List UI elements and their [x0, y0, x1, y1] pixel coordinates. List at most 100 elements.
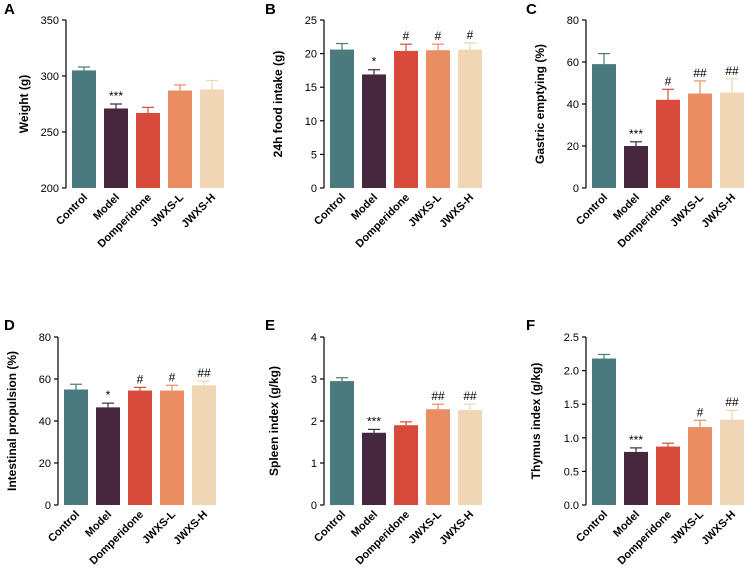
bar-control [592, 64, 616, 188]
significance-mark: *** [109, 89, 123, 103]
y-tick-label: 200 [41, 183, 59, 195]
bar-domperidone [128, 390, 152, 505]
panel-letter: F [526, 317, 535, 334]
y-tick-label: 0 [45, 500, 51, 512]
bar-model [104, 108, 128, 188]
bar-control [592, 358, 616, 505]
bar-control [64, 389, 88, 505]
y-tick-label: 1 [311, 458, 317, 470]
bar-domperidone [136, 112, 160, 188]
y-tick-label: 5 [311, 149, 317, 161]
bar-jwxs-h [720, 419, 744, 505]
x-category-label: JWXS-H [179, 192, 218, 231]
bar-jwxs-h [458, 410, 482, 505]
y-tick-label: 60 [39, 374, 51, 386]
significance-mark: ## [431, 389, 445, 403]
bar-model [362, 432, 386, 505]
panel-letter: A [4, 1, 15, 18]
x-category-label: JWXS-H [699, 192, 738, 231]
bar-jwxs-h [200, 89, 224, 188]
y-tick-label: 300 [41, 71, 59, 83]
chart-panel-f: F 0.0 0.5 1.0 1.5 2.0 2.5 Thymus index (g/kg) Co… [526, 317, 744, 567]
bar-model [624, 146, 648, 188]
y-tick-label: 2.0 [564, 366, 579, 378]
bar-jwxs-h [720, 92, 744, 188]
significance-mark: *** [629, 127, 643, 141]
y-tick-label: 250 [41, 127, 59, 139]
bar-model [624, 451, 648, 505]
y-tick-label: 40 [39, 416, 51, 428]
y-tick-label: 2.5 [564, 332, 579, 344]
chart-panel-c: C 0 20 40 60 80 Gastric emptying (%) Control ***… [526, 1, 744, 250]
x-category-label: Control [312, 192, 348, 228]
y-tick-label: 4 [311, 332, 317, 344]
y-tick-label: 25 [305, 15, 317, 27]
panel-letter: D [4, 317, 15, 334]
chart-panel-b: B 0 5 10 15 20 25 24h food intake (g) Control * Mo… [265, 1, 482, 250]
y-tick-label: 0.5 [564, 466, 579, 478]
x-category-label: Control [574, 192, 610, 228]
y-tick-label: 1.0 [564, 433, 579, 445]
x-category-label: JWXS-H [171, 509, 210, 548]
y-axis-label: 24h food intake (g) [271, 51, 285, 158]
bar-domperidone [656, 99, 680, 188]
significance-mark: # [665, 74, 672, 88]
significance-mark: ## [725, 395, 739, 409]
bar-jwxs-l [688, 427, 712, 505]
y-axis-label: Intestinal propulsion (%) [5, 351, 19, 491]
bar-domperidone [394, 425, 418, 505]
y-tick-label: 0.0 [564, 500, 579, 512]
y-tick-label: 15 [305, 82, 317, 94]
significance-mark: # [403, 29, 410, 43]
y-tick-label: 0 [573, 183, 579, 195]
y-axis-label: Weight (g) [17, 75, 31, 133]
bar-jwxs-l [168, 90, 192, 188]
x-category-label: Control [574, 509, 610, 545]
y-tick-label: 0 [311, 183, 317, 195]
bar-domperidone [394, 50, 418, 188]
bar-control [330, 49, 354, 189]
significance-mark: ## [693, 66, 707, 80]
bar-jwxs-h [458, 49, 482, 189]
significance-mark: ## [463, 389, 477, 403]
x-category-label: Control [312, 509, 348, 545]
y-tick-label: 10 [305, 116, 317, 128]
bar-model [96, 407, 120, 505]
x-category-label: Model [349, 509, 380, 540]
y-tick-label: 350 [41, 15, 59, 27]
x-category-label: Control [46, 509, 82, 545]
y-tick-label: 1.5 [564, 399, 579, 411]
y-tick-label: 3 [311, 374, 317, 386]
x-category-label: Model [611, 509, 642, 540]
bar-model [362, 74, 386, 188]
panel-letter: E [265, 317, 275, 334]
x-category-label: Control [54, 192, 90, 228]
bar-jwxs-l [688, 93, 712, 188]
significance-mark: # [137, 372, 144, 386]
y-tick-label: 20 [305, 49, 317, 61]
bar-jwxs-l [426, 50, 450, 188]
bar-jwxs-h [192, 385, 216, 505]
y-tick-label: 20 [567, 141, 579, 153]
significance-mark: *** [367, 414, 381, 428]
chart-panel-e: E 0 1 2 3 4 Spleen index (g/kg) Control *** Model… [265, 317, 482, 567]
x-category-label: Model [91, 192, 122, 223]
y-axis-label: Spleen index (g/kg) [267, 366, 281, 476]
bar-jwxs-l [160, 390, 184, 505]
bar-control [72, 70, 96, 188]
bar-control [330, 381, 354, 505]
y-tick-label: 0 [311, 500, 317, 512]
significance-mark: *** [629, 433, 643, 447]
x-category-label: Model [349, 192, 380, 223]
y-tick-label: 80 [567, 15, 579, 27]
y-tick-label: 80 [39, 332, 51, 344]
x-category-label: JWXS-H [699, 509, 738, 548]
significance-mark: ## [725, 64, 739, 78]
panel-letter: B [265, 1, 276, 18]
x-category-label: JWXS-H [437, 192, 476, 231]
chart-panel-d: D 0 20 40 60 80 Intestinal propulsion (%) Contr… [4, 317, 216, 567]
panel-letter: C [526, 1, 537, 18]
y-axis-label: Thymus index (g/kg) [529, 363, 543, 480]
